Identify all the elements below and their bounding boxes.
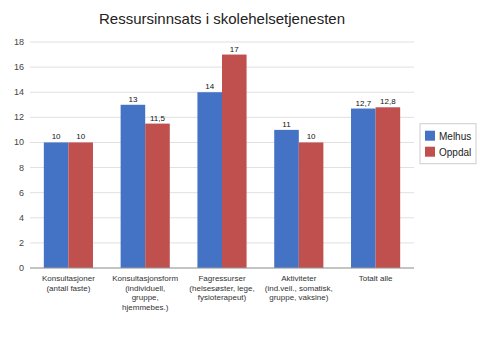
bar — [299, 142, 324, 268]
data-labels: 10 13 14 11 12,7 10 11,5 17 10 12,8 — [52, 45, 397, 142]
y-tick-label: 18 — [14, 37, 24, 47]
bar — [274, 130, 299, 268]
legend-label: Melhus — [439, 131, 471, 142]
data-label: 17 — [230, 45, 239, 54]
chart: Ressursinnsats i skolehelsetjenesten 0 2 4 6… — [0, 0, 480, 360]
y-tick-label: 0 — [19, 263, 24, 273]
bar — [376, 107, 401, 268]
data-label: 10 — [76, 132, 85, 141]
x-axis-line — [30, 268, 414, 269]
bar — [197, 92, 222, 268]
y-tick-label: 4 — [19, 213, 24, 223]
bar — [68, 142, 93, 268]
x-axis: Konsultasjoner(antall faste) Konsultasjon… — [42, 274, 393, 312]
y-tick-label: 16 — [14, 62, 24, 72]
x-tick-label: Konsultasjonsform(individuell,gruppe,hje… — [112, 274, 178, 312]
data-label: 12,8 — [380, 97, 396, 106]
x-tick-label: Fagressurser(helsesøster, lege,fysiotera… — [189, 274, 254, 302]
bars — [44, 55, 400, 268]
legend: Melhus Oppdal — [420, 124, 476, 164]
data-label: 11 — [282, 120, 291, 129]
bar — [222, 55, 247, 268]
y-tick-label: 2 — [19, 238, 24, 248]
x-tick-label: Aktiviteter(ind.veil., somatisk,gruppe, … — [265, 274, 333, 302]
y-tick-label: 10 — [14, 137, 24, 147]
y-tick-label: 8 — [19, 163, 24, 173]
data-label: 13 — [128, 95, 137, 104]
y-tick-label: 12 — [14, 112, 24, 122]
data-label: 14 — [205, 82, 214, 91]
x-tick-label: Konsultasjoner(antall faste) — [42, 274, 95, 293]
data-label: 11,5 — [150, 114, 166, 123]
bar — [121, 105, 146, 268]
bar — [351, 109, 376, 268]
legend-box — [420, 124, 476, 164]
bar — [44, 142, 69, 268]
data-label: 12,7 — [356, 99, 372, 108]
grid-line — [30, 268, 414, 269]
legend-swatch — [425, 131, 435, 141]
y-tick-label: 6 — [19, 188, 24, 198]
x-tick-label: Totalt alle — [359, 274, 393, 283]
legend-label: Oppdal — [439, 147, 471, 158]
y-axis: 0 2 4 6 8 10 12 14 16 18 — [14, 37, 414, 273]
y-tick-label: 14 — [14, 87, 24, 97]
legend-swatch — [425, 147, 435, 157]
grid-line — [30, 42, 414, 43]
title: Ressursinnsats i skolehelsetjenesten — [99, 10, 345, 27]
bar — [145, 124, 170, 268]
data-label: 10 — [52, 132, 61, 141]
data-label: 10 — [307, 132, 316, 141]
